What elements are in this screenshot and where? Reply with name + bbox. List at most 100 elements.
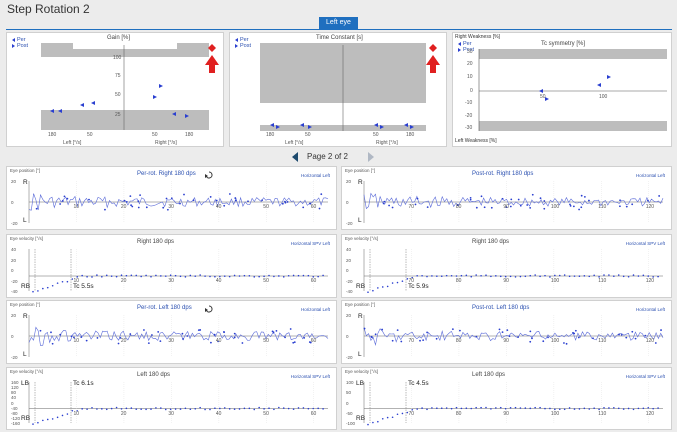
axis-xtick: 30: [168, 204, 174, 210]
axis-xtick: 50: [263, 338, 269, 344]
eye-trace-panel: Eye position [°] Per-rot. Right 180 dps Ho…: [6, 166, 337, 230]
time-constant-panel: Per Post Time Constant [s] 180 50 50 180…: [229, 32, 447, 147]
gain-markers: [50, 84, 189, 118]
axis-xtick: 40: [215, 204, 222, 210]
axis-xtick: 80: [455, 278, 462, 284]
axis-ytick: -20: [346, 278, 353, 284]
axis-ytick: 0: [11, 200, 14, 205]
axis-xtick: 20: [120, 204, 127, 210]
axis-xtick: 10: [73, 278, 80, 284]
sym-legend: Per Post: [458, 41, 474, 53]
eye-trace-panel: Eye velocity [°/s] Left 180 dps Horizontal…: [6, 367, 337, 430]
left-eye-tab[interactable]: Left eye: [319, 17, 358, 29]
axis-xtick: 10: [73, 338, 80, 344]
time-constant-label: Tc 5.9s: [408, 283, 429, 290]
axis-xtick: 90: [503, 338, 509, 344]
tc-xtick: 50: [373, 132, 379, 138]
tc-markers: [270, 123, 414, 129]
plot-corner-label: Horizontal SPV Left: [290, 374, 330, 379]
axis-xtick: 90: [503, 204, 509, 210]
axis-xtick: 90: [503, 278, 509, 284]
sym-ytick: 10: [467, 74, 473, 80]
trace-chart: [363, 382, 663, 426]
trace-chart: [363, 249, 663, 293]
axis-xtick: 110: [598, 338, 607, 344]
beat-direction-label: RB: [356, 415, 366, 422]
sym-chart: [478, 49, 667, 131]
axis-ylabel: Eye position [°]: [10, 168, 41, 173]
plot-title: Post-rot. Right 180 dps: [472, 171, 534, 177]
axis-ytick: -40: [11, 405, 18, 411]
plot-corner-label: Horizontal SPV Left: [625, 374, 665, 379]
legend-post[interactable]: Post: [458, 47, 474, 53]
axis-ylabel: Eye position [°]: [10, 302, 41, 307]
axis-ytick: 40: [11, 247, 17, 252]
legend-post[interactable]: Post: [12, 43, 28, 49]
legend-post[interactable]: Post: [235, 43, 251, 49]
axis-xtick: 80: [455, 410, 462, 417]
tc-xtick: 180: [406, 132, 415, 138]
axis-xtick: 20: [120, 338, 127, 344]
post-marker-icon: [12, 43, 15, 48]
next-page-icon[interactable]: [366, 151, 376, 163]
tab-underline: [6, 29, 672, 30]
post-marker-icon: [235, 43, 238, 48]
axis-xtick: 100: [550, 278, 560, 284]
eye-trace-panel: Eye velocity [°/s] Left 180 dps Horizontal…: [341, 367, 672, 430]
axis-xtick: 60: [310, 204, 317, 210]
axis-xtick: 60: [310, 278, 317, 284]
direction-label-left: L: [358, 217, 362, 224]
tc-legend: Per Post: [235, 37, 251, 49]
time-constant-label: Tc 5.5s: [73, 283, 94, 290]
axis-xtick: 50: [263, 278, 269, 284]
direction-label-right: R: [23, 313, 28, 320]
plot-corner-label: Horizontal Left: [300, 307, 330, 312]
sym-ytick: -30: [465, 125, 473, 131]
axis-xtick: 120: [645, 278, 655, 284]
gain-alert-arrow-icon: [205, 55, 219, 73]
left-weakness-label: Left Weakness [%]: [455, 138, 497, 144]
tc-alert-arrow-icon: [426, 55, 440, 73]
rotation-loop-icon: [205, 171, 213, 179]
per-marker-icon: [235, 37, 238, 42]
axis-ytick: 100: [346, 380, 354, 385]
axis-ylabel: Eye velocity [°/s]: [10, 369, 44, 374]
direction-label-right: R: [358, 179, 363, 186]
gain-legend: Per Post: [12, 37, 28, 49]
axis-ytick: -20: [11, 278, 18, 284]
axis-ytick: -40: [346, 289, 353, 294]
axis-ytick: 0: [346, 268, 349, 273]
tc-title: Time Constant [s]: [316, 35, 363, 41]
axis-xtick: 70: [408, 338, 415, 344]
legend-per[interactable]: Per: [235, 37, 251, 43]
eye-trace-panel: Eye velocity [°/s] Right 180 dps Horizonta…: [6, 234, 337, 298]
axis-xtick: 120: [645, 204, 655, 210]
plot-title: Left 180 dps: [472, 372, 506, 378]
axis-ytick: 50: [346, 390, 352, 396]
page-indicator: Page 2 of 2: [307, 152, 348, 161]
axis-ylabel: Eye position [°]: [345, 168, 376, 173]
axis-xtick: 80: [455, 338, 462, 344]
axis-ytick: 20: [346, 313, 352, 318]
direction-label-right: R: [358, 313, 363, 320]
legend-per[interactable]: Per: [458, 41, 474, 47]
axis-ylabel: Eye velocity [°/s]: [10, 236, 44, 241]
axis-ytick: 20: [346, 179, 352, 184]
axis-ytick: 40: [11, 395, 17, 401]
legend-per[interactable]: Per: [12, 37, 28, 43]
axis-xtick: 20: [120, 278, 127, 284]
page-title: Step Rotation 2: [7, 2, 90, 16]
axis-ytick: -80: [11, 410, 18, 416]
direction-label-left: L: [358, 351, 362, 358]
plot-title: Right 180 dps: [137, 239, 175, 245]
axis-ytick: 160: [11, 380, 19, 385]
axis-ytick: 0: [11, 400, 14, 406]
axis-xtick: 30: [168, 338, 174, 344]
axis-xtick: 10: [73, 204, 80, 210]
sym-markers: [539, 75, 611, 101]
axis-ytick: 20: [11, 179, 17, 184]
prev-page-icon[interactable]: [290, 151, 300, 163]
rotation-loop-icon: [205, 305, 213, 313]
axis-xtick: 100: [550, 410, 560, 417]
axis-xtick: 40: [215, 278, 222, 284]
